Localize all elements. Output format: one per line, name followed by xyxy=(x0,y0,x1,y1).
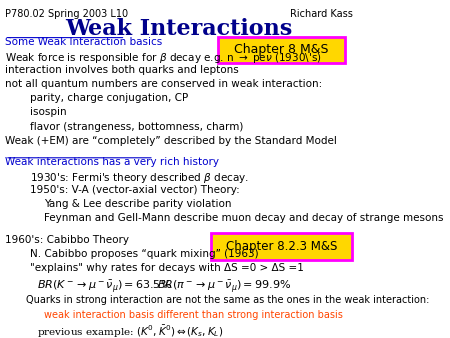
Text: Quarks in strong interaction are not the same as the ones in the weak interactio: Quarks in strong interaction are not the… xyxy=(26,295,430,306)
Text: $BR(K^- \rightarrow \mu^- \bar{\nu}_\mu) = 63.5\%$: $BR(K^- \rightarrow \mu^- \bar{\nu}_\mu)… xyxy=(37,279,172,295)
Text: isospin: isospin xyxy=(30,107,67,117)
Text: Weak (+EM) are “completely” described by the Standard Model: Weak (+EM) are “completely” described by… xyxy=(5,136,337,146)
Text: Weak interactions has a very rich history: Weak interactions has a very rich histor… xyxy=(5,157,219,167)
Text: Yang & Lee describe parity violation: Yang & Lee describe parity violation xyxy=(44,199,231,209)
FancyBboxPatch shape xyxy=(218,37,345,63)
Text: P780.02 Spring 2003 L10: P780.02 Spring 2003 L10 xyxy=(5,9,128,19)
Text: N. Cabibbo proposes “quark mixing” (1963): N. Cabibbo proposes “quark mixing” (1963… xyxy=(30,249,258,259)
Text: Some Weak Interaction basics: Some Weak Interaction basics xyxy=(5,37,162,47)
FancyBboxPatch shape xyxy=(211,234,352,260)
Text: interaction involves both quarks and leptons: interaction involves both quarks and lep… xyxy=(5,65,238,75)
Text: 1930's: Fermi's theory described $\beta$ decay.: 1930's: Fermi's theory described $\beta$… xyxy=(30,171,249,185)
Text: Chapter 8 M&S: Chapter 8 M&S xyxy=(234,44,329,56)
Text: previous example: $(K^0, \bar{K}^0) \Leftrightarrow (K_s, K_L)$: previous example: $(K^0, \bar{K}^0) \Lef… xyxy=(37,324,223,338)
Text: flavor (strangeness, bottomness, charm): flavor (strangeness, bottomness, charm) xyxy=(30,122,243,131)
Text: $BR(\pi^- \rightarrow \mu^- \bar{\nu}_\mu) = 99.9\%$: $BR(\pi^- \rightarrow \mu^- \bar{\nu}_\m… xyxy=(158,279,292,295)
Text: "explains" why rates for decays with ΔS =0 > ΔS =1: "explains" why rates for decays with ΔS … xyxy=(30,263,304,273)
Text: parity, charge conjugation, CP: parity, charge conjugation, CP xyxy=(30,93,188,103)
Text: 1960's: Cabibbo Theory: 1960's: Cabibbo Theory xyxy=(5,235,129,245)
Text: 1950's: V-A (vector-axial vector) Theory:: 1950's: V-A (vector-axial vector) Theory… xyxy=(30,185,239,195)
Text: Richard Kass: Richard Kass xyxy=(290,9,352,19)
Text: Chapter 8.2.3 M&S: Chapter 8.2.3 M&S xyxy=(226,240,337,253)
Text: Feynman and Gell-Mann describe muon decay and decay of strange mesons: Feynman and Gell-Mann describe muon deca… xyxy=(44,214,443,223)
Text: weak interaction basis different than strong interaction basis: weak interaction basis different than st… xyxy=(44,310,343,320)
Text: not all quantum numbers are conserved in weak interaction:: not all quantum numbers are conserved in… xyxy=(5,79,322,89)
Text: Weak force is responsible for $\beta$ decay e.g. n $\rightarrow$ pe$\nu$ (1930\': Weak force is responsible for $\beta$ de… xyxy=(5,51,322,65)
Text: Weak Interactions: Weak Interactions xyxy=(65,18,292,40)
